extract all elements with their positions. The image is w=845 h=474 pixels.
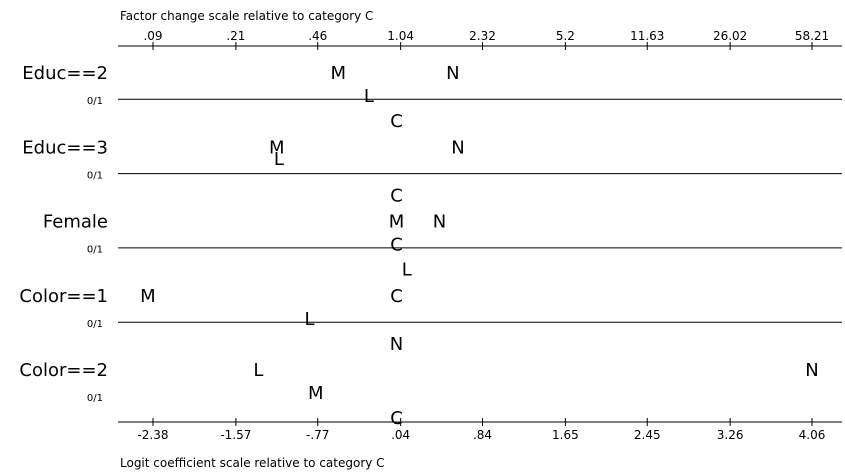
outcome-marker: C [390, 408, 403, 429]
outcome-marker: N [805, 360, 818, 381]
variable-range: 0/1 [87, 319, 103, 330]
top-axis-title: Factor change scale relative to category… [120, 9, 373, 23]
outcome-marker: N [433, 212, 446, 233]
variable-panel: Educ==3 0/1 M N L C [22, 98, 842, 206]
outcome-marker: M [389, 212, 405, 233]
outcome-marker: N [446, 63, 459, 84]
variable-name: Color==2 [19, 360, 108, 381]
outcome-marker: C [390, 286, 403, 307]
bottom-axis-tick-label: .04 [391, 428, 410, 442]
top-axis-tick-label: .46 [308, 29, 327, 43]
variable-range: 0/1 [87, 393, 103, 404]
bottom-axis: -2.38 -1.57 -.77 .04 .84 1.65 2.45 3.26 4.06 [118, 418, 842, 442]
bottom-axis-tick-label: 3.26 [717, 428, 744, 442]
variable-name: Female [43, 212, 108, 233]
variable-panel: Color==2 0/1 L N M C [19, 321, 842, 429]
bottom-axis-tick-label: -2.38 [137, 428, 168, 442]
bottom-axis-tick-label: -1.57 [220, 428, 251, 442]
bottom-axis-tick-label: 2.45 [634, 428, 661, 442]
bottom-axis-tick-label: 4.06 [799, 428, 826, 442]
variable-name: Educ==3 [22, 137, 108, 158]
top-axis-tick-label: 1.04 [387, 29, 414, 43]
bottom-axis-title: Logit coefficient scale relative to cate… [120, 456, 385, 470]
variable-panel: Educ==2 0/1 M N LC [22, 63, 459, 132]
outcome-marker: C [390, 185, 403, 206]
top-axis-tick-label: .21 [226, 29, 245, 43]
bottom-axis-tick-label: 1.65 [552, 428, 579, 442]
variable-range: 0/1 [87, 245, 103, 256]
bottom-axis-tick-label: -.77 [306, 428, 329, 442]
outcome-marker: L [274, 149, 284, 170]
top-axis-tick-label: 2.32 [469, 29, 496, 43]
variable-panel: Color==10/1M CLN [19, 247, 842, 355]
outcome-marker: M [308, 383, 324, 404]
variable-range: 0/1 [87, 96, 103, 107]
variable-name: Educ==2 [22, 63, 108, 84]
outcome-marker: L [253, 360, 263, 381]
variable-range: 0/1 [87, 170, 103, 181]
outcome-marker: C [390, 111, 403, 132]
bottom-axis-tick-label: .84 [473, 428, 492, 442]
outcome-marker: L [402, 260, 412, 281]
variable-name: Color==1 [19, 286, 108, 307]
top-axis: .09 .21 .46 1.04 2.32 5.2 11.63 26.02 58.21 [118, 29, 842, 50]
outcome-marker: L [305, 309, 315, 330]
top-axis-tick-label: 58.21 [795, 29, 829, 43]
outcome-marker: N [451, 137, 464, 158]
top-axis-tick-label: 26.02 [713, 29, 747, 43]
outcome-marker: L [364, 86, 374, 107]
outcome-marker: M [330, 63, 346, 84]
outcome-marker: M [140, 286, 156, 307]
top-axis-tick-label: 11.63 [630, 29, 664, 43]
top-axis-tick-label: .09 [143, 29, 162, 43]
outcome-marker: M [269, 137, 285, 158]
top-axis-tick-label: 5.2 [556, 29, 575, 43]
outcome-marker: N [390, 334, 403, 355]
outcome-marker: C [390, 235, 403, 256]
